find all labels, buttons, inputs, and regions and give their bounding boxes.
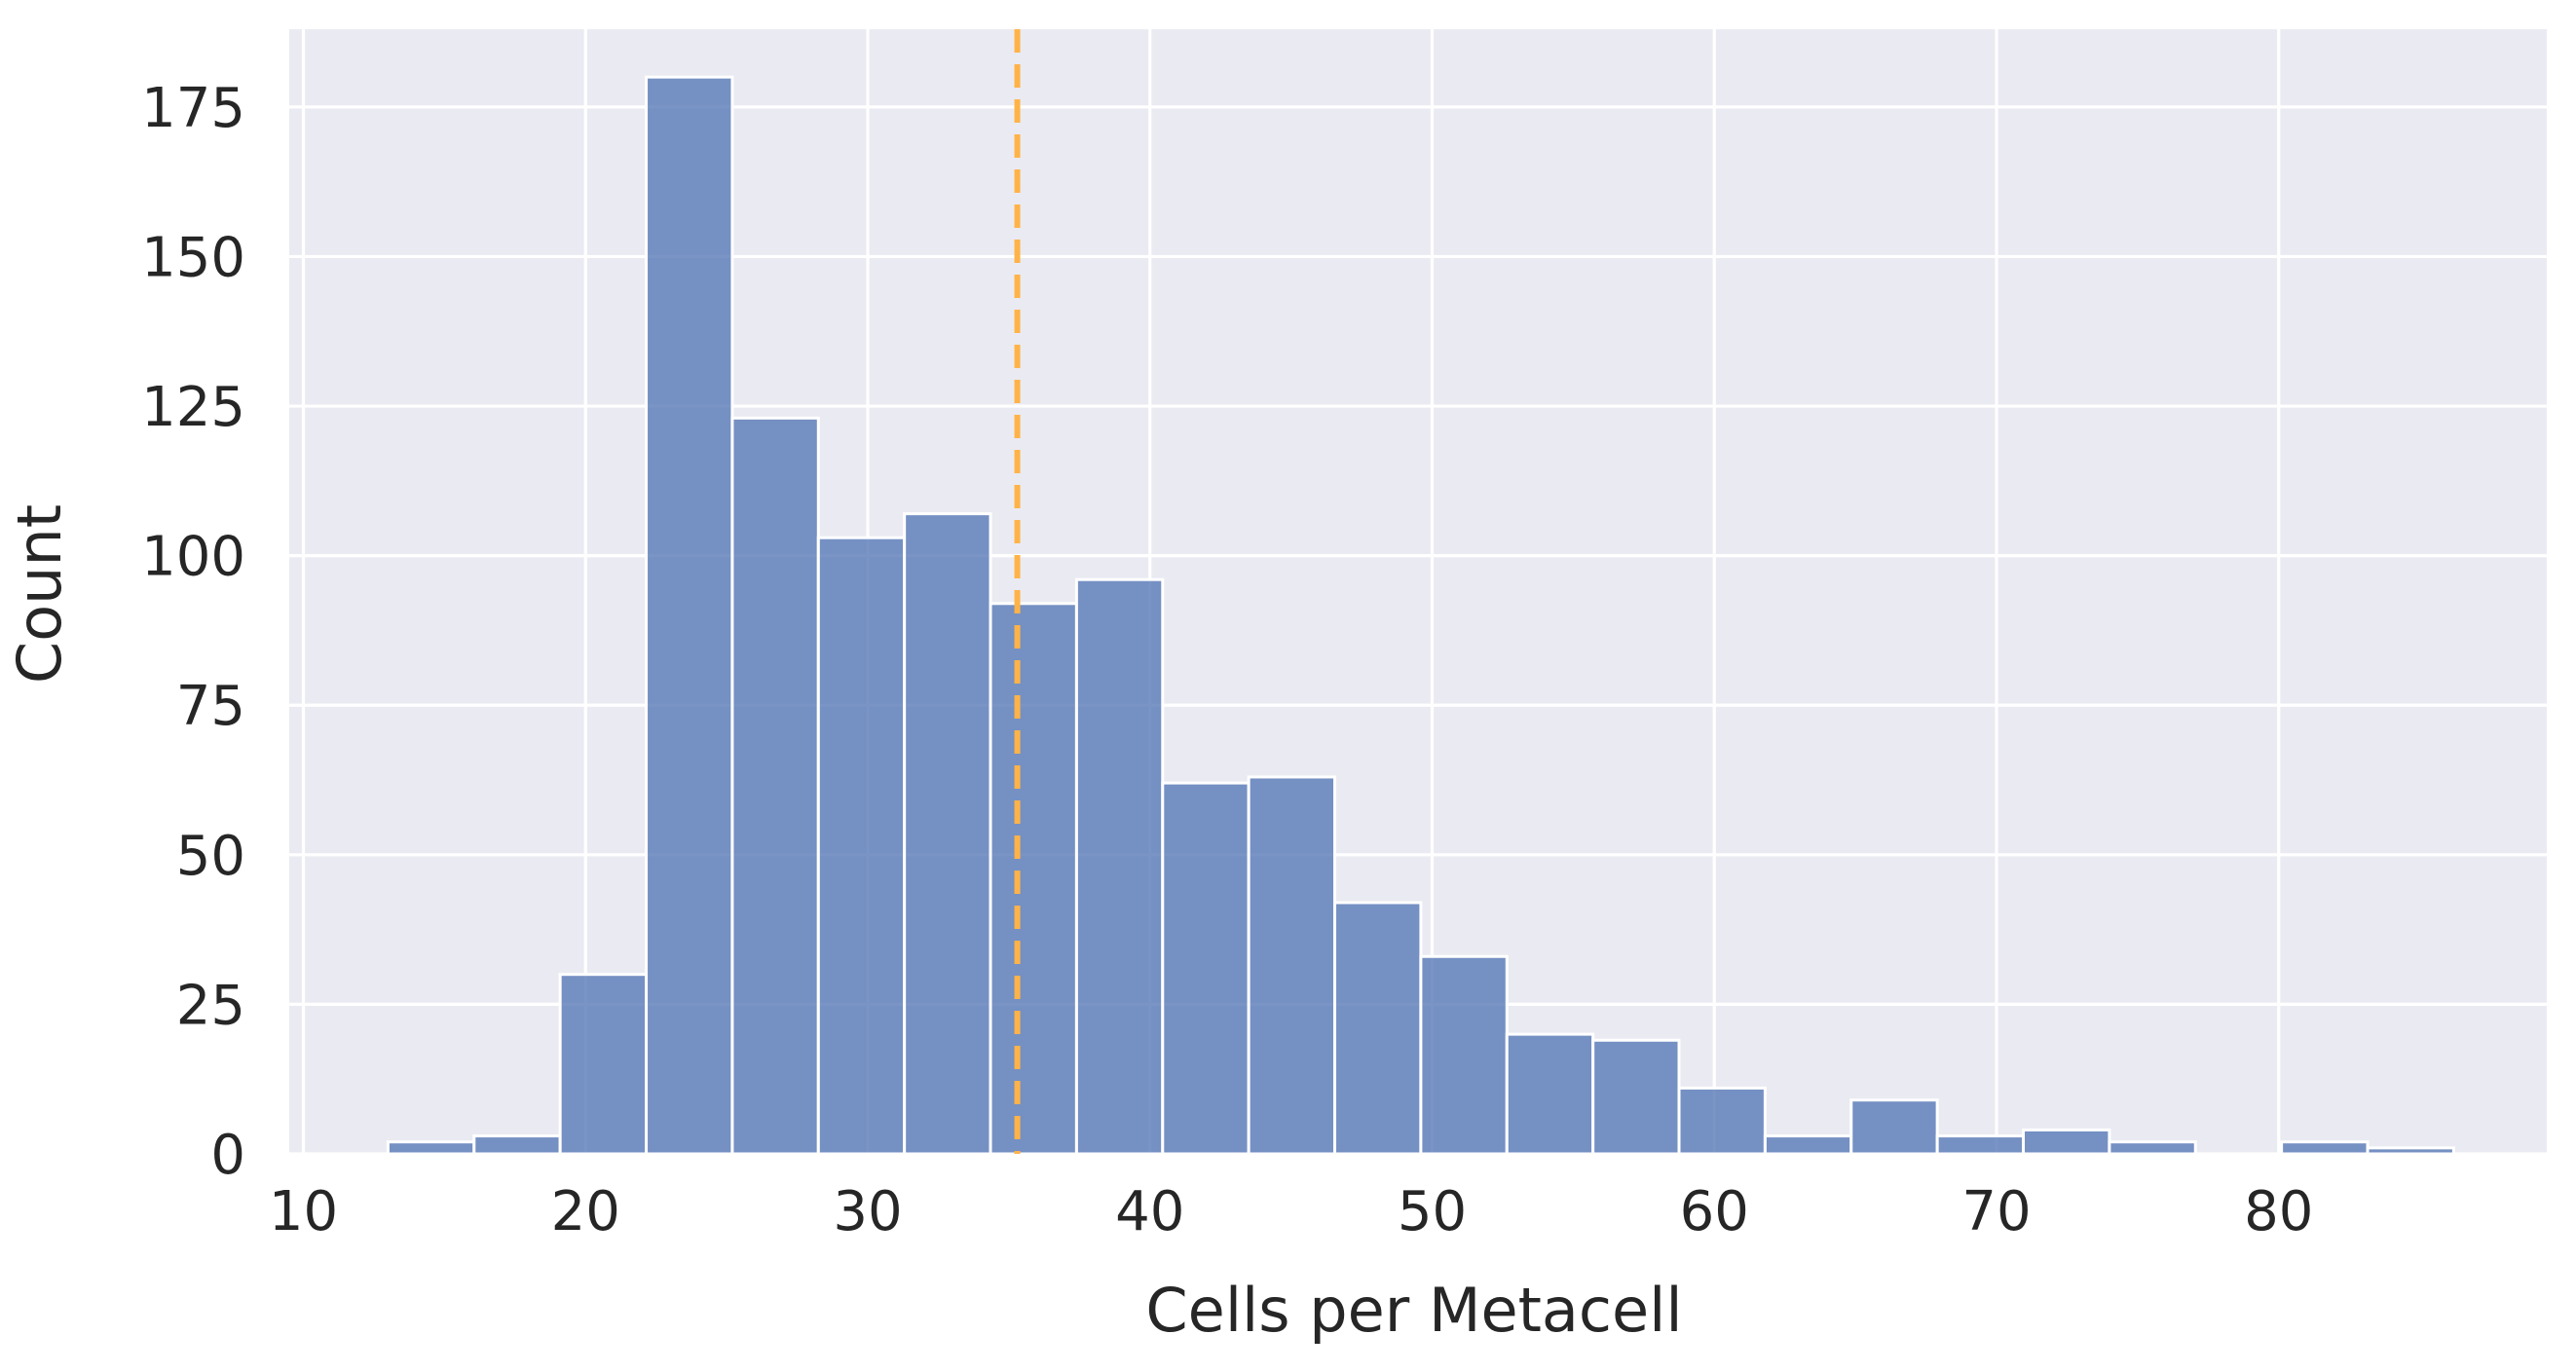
- histogram-bar: [1763, 1134, 1853, 1156]
- x-tick-label: 30: [833, 1180, 902, 1243]
- histogram-bar: [1591, 1038, 1681, 1156]
- y-tick-label: 175: [141, 77, 245, 140]
- x-tick-labels: 10 20 30 40 50 60 70 80: [269, 1180, 2314, 1243]
- histogram-bars: [386, 75, 2455, 1156]
- y-tick-label: 75: [176, 675, 245, 738]
- histogram-bar: [472, 1134, 562, 1156]
- histogram-bar: [1074, 577, 1165, 1156]
- histogram-bar: [2280, 1140, 2370, 1156]
- histogram-bar: [558, 973, 649, 1156]
- histogram-bar: [1677, 1086, 1767, 1156]
- histogram-bar: [989, 602, 1078, 1156]
- histogram-bar: [2108, 1140, 2197, 1156]
- histogram-bar: [1419, 954, 1509, 1156]
- y-tick-label: 125: [141, 376, 245, 439]
- x-tick-label: 80: [2244, 1180, 2313, 1243]
- y-axis-label: Count: [4, 504, 75, 684]
- x-tick-label: 70: [1961, 1180, 2031, 1243]
- y-tick-label: 100: [141, 526, 245, 589]
- x-axis-label: Cells per Metacell: [1145, 1275, 1682, 1346]
- y-tick-labels: 0 25 50 75 100 125 150 175: [141, 77, 245, 1187]
- histogram-bar: [1161, 781, 1251, 1156]
- x-tick-label: 40: [1115, 1180, 1184, 1243]
- histogram-bar: [903, 512, 992, 1156]
- y-tick-label: 25: [176, 974, 245, 1037]
- x-tick-label: 10: [269, 1180, 338, 1243]
- histogram-bar: [730, 416, 820, 1156]
- histogram-bar: [2022, 1128, 2111, 1156]
- histogram-bar: [2366, 1146, 2455, 1156]
- x-tick-label: 20: [551, 1180, 620, 1243]
- x-tick-label: 50: [1398, 1180, 1467, 1243]
- histogram-bar: [816, 536, 907, 1156]
- histogram-bar: [386, 1140, 476, 1156]
- histogram-bar: [645, 75, 734, 1156]
- histogram-bar: [1247, 775, 1337, 1156]
- y-tick-label: 50: [176, 825, 245, 888]
- x-tick-label: 60: [1680, 1180, 1749, 1243]
- histogram-bar: [1333, 901, 1423, 1156]
- y-tick-label: 0: [210, 1124, 245, 1187]
- histogram-bar: [1505, 1032, 1595, 1156]
- y-tick-label: 150: [141, 226, 245, 289]
- histogram-bar: [1849, 1098, 1939, 1156]
- histogram-bar: [1935, 1134, 2026, 1156]
